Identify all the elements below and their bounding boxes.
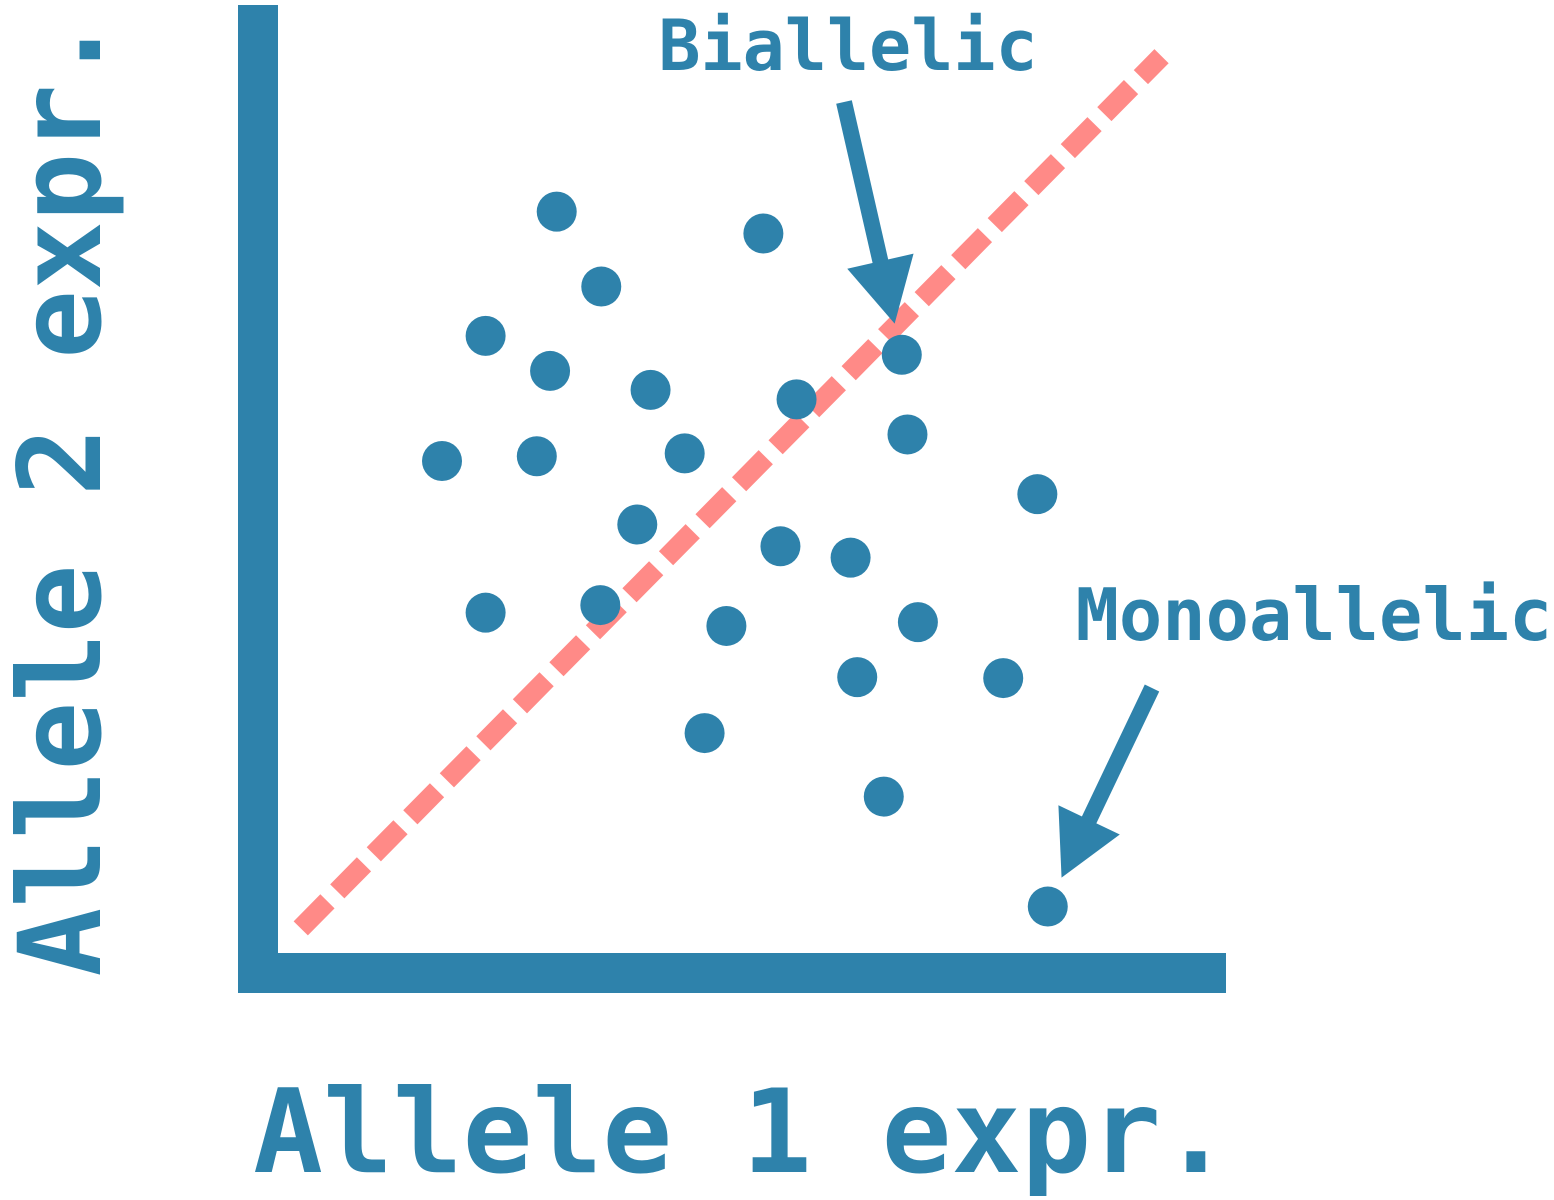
- annotation-layer: Biallelic Monoallelic: [658, 5, 1552, 878]
- scatter-point: [465, 315, 506, 356]
- scatter-point: [1027, 886, 1068, 927]
- scatter-point: [743, 213, 784, 254]
- scatter-point: [983, 658, 1024, 699]
- annotation-monoallelic-label: Monoallelic: [1076, 573, 1553, 657]
- scatter-point: [530, 350, 571, 391]
- scatter-point: [1017, 474, 1058, 515]
- scatter-point: [776, 379, 817, 420]
- scatter-point: [422, 440, 463, 481]
- scatter-point: [516, 436, 557, 477]
- scatter-point: [630, 369, 671, 410]
- arrow-shaft: [1080, 684, 1160, 827]
- scatter-point: [664, 433, 705, 474]
- diagonal-layer: [293, 49, 1169, 936]
- scatter-point: [617, 504, 658, 545]
- axes-layer: [238, 5, 1226, 993]
- points-layer: [422, 191, 1068, 927]
- annotation-biallelic-label: Biallelic: [658, 5, 1037, 87]
- scatter-point: [684, 713, 725, 754]
- reference-diagonal-line: [293, 49, 1169, 936]
- scatter-point: [760, 526, 801, 567]
- arrow-head: [847, 253, 914, 324]
- y-axis-label: Allele 2 expr.: [0, 16, 127, 977]
- scatter-point: [580, 585, 621, 626]
- arrow-head: [1058, 805, 1120, 878]
- scatter-point: [837, 657, 878, 698]
- annotation-monoallelic-arrow: [1058, 684, 1160, 878]
- scatter-point: [465, 592, 506, 633]
- scatter-point: [887, 414, 928, 455]
- scatter-point: [881, 334, 922, 375]
- annotation-biallelic-arrow: [836, 100, 914, 324]
- scatter-point: [830, 537, 871, 578]
- scatter-point: [536, 191, 577, 232]
- scatter-point: [706, 605, 747, 646]
- x-axis-label: Allele 1 expr.: [253, 1065, 1231, 1200]
- arrow-shaft: [836, 100, 890, 267]
- scatter-point: [581, 266, 622, 307]
- scatter-point: [863, 776, 904, 817]
- scatter-point: [897, 602, 938, 643]
